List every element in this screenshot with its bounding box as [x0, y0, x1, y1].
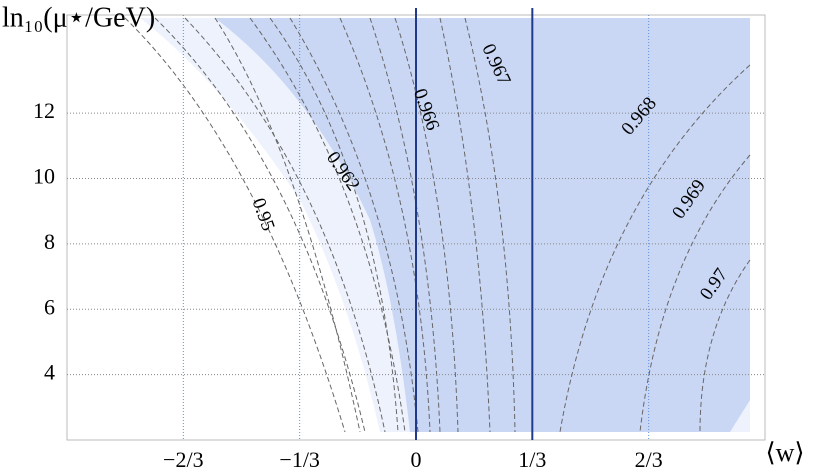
contour-line: [289, 17, 419, 433]
contour-label: 0.95: [248, 195, 279, 233]
contour-line: [184, 17, 386, 433]
y-tick-label: 4: [44, 360, 55, 385]
y-axis-label: ln₁₀(μ⋆/GeV): [2, 2, 155, 33]
contour-line: [249, 17, 406, 433]
contour-line: [699, 259, 751, 433]
y-tick-label: 12: [33, 98, 55, 123]
contour-line: [269, 17, 399, 433]
region: [215, 18, 750, 432]
contour-line: [559, 64, 751, 433]
contour-line: [464, 17, 516, 433]
contour-line: [639, 154, 751, 433]
region-corner: [730, 400, 750, 432]
contour-line: [154, 17, 366, 433]
y-tick-label: 10: [33, 164, 55, 189]
x-tick-label: 2/3: [635, 447, 663, 472]
contour-line: [394, 17, 459, 433]
contour-line: [439, 17, 491, 433]
x-axis-label: ⟨w⟩: [765, 438, 804, 467]
contour-line: [124, 17, 346, 433]
contour-line: [214, 17, 361, 433]
contour-line: [339, 17, 431, 433]
y-tick-label: 6: [44, 294, 55, 319]
x-tick-label: 0: [411, 447, 422, 472]
unlabeled-contours: [124, 17, 491, 433]
x-tick-label: −1/3: [279, 447, 320, 472]
contour-line: [369, 17, 441, 433]
x-tick-label: −2/3: [163, 447, 204, 472]
x-tick-label: 1/3: [518, 447, 546, 472]
y-tick-label: 8: [44, 229, 55, 254]
